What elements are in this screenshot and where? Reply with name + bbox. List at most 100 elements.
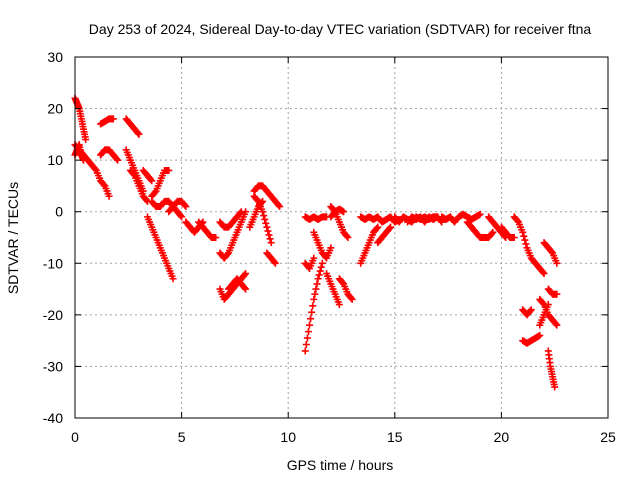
series-arc-49 xyxy=(536,301,552,329)
series-arc-43 xyxy=(540,239,561,267)
series-arc-30 xyxy=(335,275,356,303)
series-arc-24 xyxy=(301,259,326,355)
data-point xyxy=(262,219,270,227)
data-point xyxy=(521,236,529,244)
data-point xyxy=(539,299,547,307)
data-point xyxy=(182,203,190,211)
series-arc-20 xyxy=(250,192,275,247)
data-point xyxy=(551,383,559,391)
data-point xyxy=(265,231,273,239)
data-point xyxy=(113,155,121,163)
y-tick-label: -20 xyxy=(43,307,63,323)
data-point xyxy=(335,301,343,309)
series-arc-18 xyxy=(225,275,250,293)
data-point xyxy=(553,290,561,298)
data-point xyxy=(536,331,544,339)
x-tick-label: 10 xyxy=(280,429,296,445)
data-point xyxy=(82,136,90,144)
data-point xyxy=(339,279,347,287)
axis-ticks: 0 5 10 15 20 25 30 20 10 0 -10 -20 -30 -40 xyxy=(43,49,616,445)
data-point xyxy=(303,334,311,342)
data-point xyxy=(276,203,284,211)
series-arc-01 xyxy=(71,94,90,144)
data-point xyxy=(242,285,250,293)
y-tick-label: 20 xyxy=(47,101,63,117)
data-point xyxy=(109,115,117,123)
data-point xyxy=(263,223,271,231)
data-point xyxy=(307,315,315,323)
y-tick-label: -10 xyxy=(43,255,63,271)
chart-title: Day 253 of 2024, Sidereal Day-to-day VTE… xyxy=(89,21,592,37)
data-point xyxy=(553,321,561,329)
data-point xyxy=(181,201,189,209)
data-point xyxy=(552,320,560,328)
data-point xyxy=(259,197,267,205)
x-tick-label: 0 xyxy=(71,429,79,445)
data-point xyxy=(310,295,318,303)
data-point xyxy=(309,302,317,310)
data-point xyxy=(344,234,352,241)
data-point xyxy=(148,177,156,185)
data-point xyxy=(266,235,274,243)
series-arc-05 xyxy=(97,146,122,164)
data-point xyxy=(539,268,547,276)
series-arc-06 xyxy=(122,115,143,138)
series-arc-09 xyxy=(139,166,156,185)
data-point xyxy=(264,227,272,235)
data-point xyxy=(267,239,275,247)
data-point xyxy=(151,188,159,196)
series-arc-45 xyxy=(519,331,544,347)
series-arc-36 xyxy=(404,213,446,226)
series-arc-40 xyxy=(497,223,518,241)
data-point xyxy=(147,175,155,183)
data-point xyxy=(237,208,245,216)
series-arc-28 xyxy=(323,270,343,309)
data-point xyxy=(314,275,322,283)
data-point xyxy=(259,208,267,216)
data-point xyxy=(520,232,528,240)
data-point xyxy=(240,284,248,292)
series-arc-11 xyxy=(148,166,173,200)
data-point xyxy=(142,196,150,204)
data-point xyxy=(513,217,521,225)
data-point xyxy=(510,234,518,241)
series-arc-15 xyxy=(195,218,220,241)
x-tick-label: 15 xyxy=(387,429,403,445)
data-point xyxy=(316,267,324,275)
series-arc-42 xyxy=(532,259,548,278)
data-point xyxy=(522,240,530,248)
data-point xyxy=(301,347,309,355)
data-point xyxy=(302,341,310,349)
series-arc-10 xyxy=(143,213,177,283)
data-point xyxy=(165,166,173,174)
data-point xyxy=(260,212,268,220)
series-arc-23 xyxy=(246,197,267,231)
y-tick-label: -30 xyxy=(43,358,63,374)
data-point xyxy=(385,224,393,232)
data-point xyxy=(373,224,381,232)
series-arc-13 xyxy=(165,203,186,221)
data-point xyxy=(317,263,325,271)
data-point xyxy=(270,258,278,266)
data-point xyxy=(91,165,99,173)
data-point xyxy=(519,228,527,236)
data-point xyxy=(315,271,323,279)
data-point xyxy=(275,201,283,209)
series-arc-41 xyxy=(510,213,540,267)
data-point xyxy=(347,294,355,302)
series-arc-44 xyxy=(519,306,535,319)
series-arc-22 xyxy=(263,249,279,267)
data-point xyxy=(340,208,348,216)
data-point xyxy=(258,199,266,207)
plot-frame xyxy=(74,56,609,419)
data-point xyxy=(100,181,108,189)
y-tick-label: -40 xyxy=(43,410,63,426)
series-arc-21 xyxy=(250,182,284,211)
x-tick-label: 20 xyxy=(494,429,510,445)
series-arc-34 xyxy=(374,223,395,247)
data-point xyxy=(134,129,142,137)
data-point xyxy=(240,271,248,279)
y-tick-label: 30 xyxy=(47,49,63,65)
x-tick-label: 25 xyxy=(600,429,616,445)
